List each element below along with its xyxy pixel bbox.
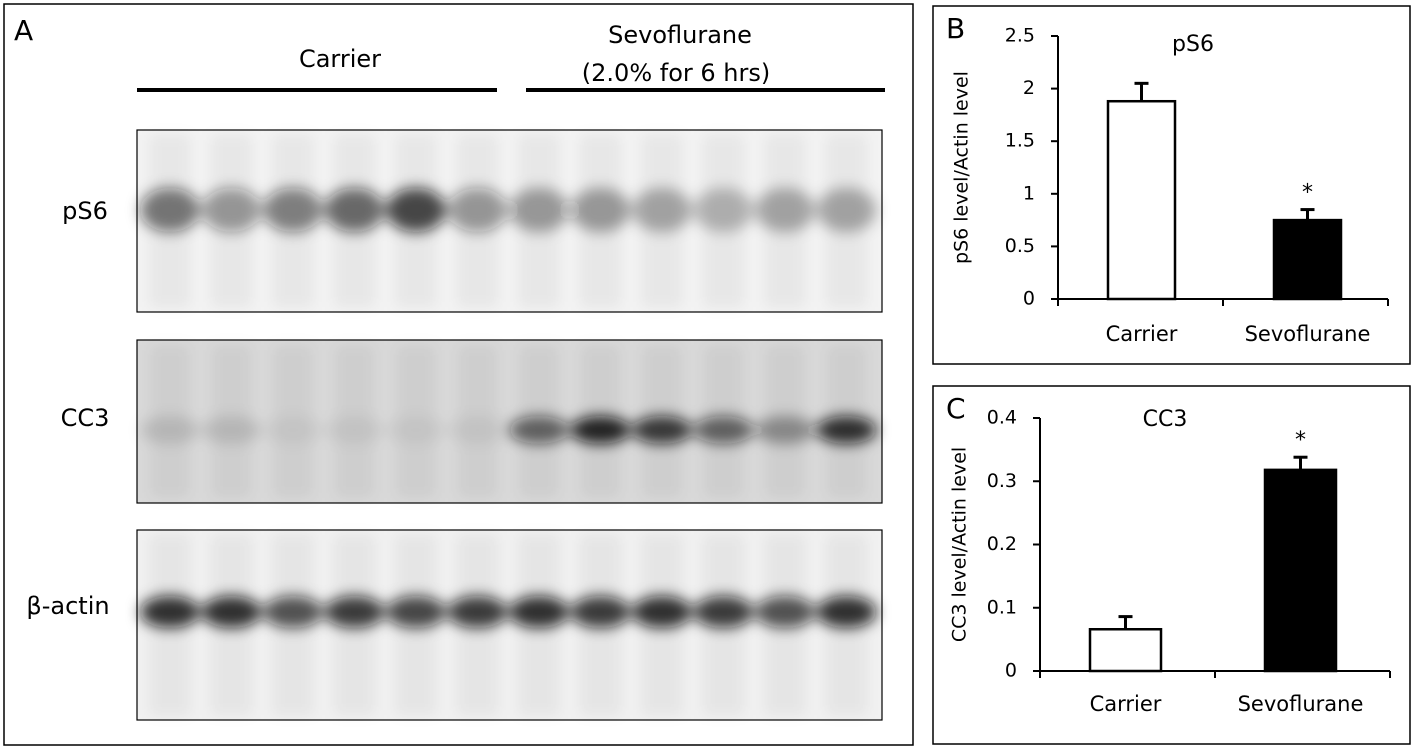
- band: [816, 416, 877, 444]
- y-axis-label: pS6 level/Actin level: [951, 71, 973, 264]
- blot: [136, 129, 883, 313]
- band: [447, 416, 508, 444]
- band: [140, 188, 200, 232]
- band: [447, 596, 508, 628]
- band: [140, 416, 200, 444]
- y-tick-label: 0.3: [987, 470, 1017, 492]
- band: [816, 596, 877, 628]
- band: [263, 596, 323, 628]
- x-tick-label: Carrier: [1090, 692, 1162, 716]
- bar: [1106, 99, 1177, 301]
- band: [509, 188, 569, 232]
- band: [632, 416, 692, 444]
- band: [263, 416, 323, 444]
- y-tick-label: 0: [1023, 288, 1035, 310]
- band: [324, 416, 385, 444]
- blot-background: [137, 530, 882, 720]
- blot-background: [137, 130, 882, 312]
- blot-background: [137, 340, 882, 503]
- blot: [136, 529, 883, 721]
- row-label: CC3: [61, 404, 110, 432]
- y-tick-label: 0.4: [987, 407, 1017, 429]
- y-tick-label: 0.2: [987, 533, 1017, 555]
- group-label: Carrier: [299, 45, 381, 73]
- y-tick-label: 1: [1023, 182, 1035, 204]
- band: [509, 416, 569, 444]
- panel-a-frame: [3, 3, 914, 746]
- band: [693, 596, 754, 628]
- x-tick-label: Carrier: [1106, 322, 1178, 346]
- y-tick-label: 2.5: [1005, 25, 1035, 47]
- band: [755, 596, 815, 628]
- y-tick-label: 2: [1023, 77, 1035, 99]
- band: [693, 416, 754, 444]
- blot-frame: [136, 339, 883, 504]
- blot-bands: [140, 535, 877, 715]
- group-label: Sevoflurane: [608, 21, 752, 49]
- blot: [136, 339, 883, 504]
- band: [755, 416, 815, 444]
- x-tick-label: Sevoflurane: [1245, 322, 1371, 346]
- chart-title: CC3: [1143, 407, 1188, 432]
- panel-label: C: [946, 392, 966, 425]
- panel-label: B: [946, 12, 965, 45]
- band: [816, 188, 877, 232]
- bar: [1272, 218, 1343, 301]
- y-tick-label: 0: [1005, 660, 1017, 682]
- band: [324, 188, 385, 232]
- band: [263, 188, 323, 232]
- band: [632, 596, 692, 628]
- band: [570, 416, 631, 444]
- y-tick-label: 0.5: [1005, 235, 1035, 257]
- panel-c-frame: [932, 385, 1411, 745]
- blot-bands: [140, 345, 877, 498]
- row-label: β-actin: [26, 592, 109, 620]
- y-tick-label: 0.1: [987, 596, 1017, 618]
- significance-mark: *: [1295, 428, 1306, 453]
- band: [570, 188, 631, 232]
- band: [201, 188, 262, 232]
- band: [201, 416, 262, 444]
- band: [632, 188, 692, 232]
- band: [447, 188, 508, 232]
- row-label: pS6: [62, 197, 108, 225]
- significance-mark: *: [1302, 181, 1313, 206]
- group-condition: (2.0% for 6 hrs): [582, 59, 770, 87]
- band: [509, 596, 569, 628]
- band: [386, 416, 446, 444]
- bar: [1088, 628, 1163, 673]
- y-axis-label: CC3 level/Actin level: [949, 447, 971, 642]
- panel-label: A: [14, 14, 33, 47]
- band: [386, 596, 446, 628]
- bar: [1263, 468, 1338, 673]
- blot-bands: [140, 135, 877, 307]
- y-tick-label: 1.5: [1005, 130, 1035, 152]
- chart-title: pS6: [1172, 32, 1214, 57]
- blot-frame: [136, 529, 883, 721]
- band: [201, 596, 262, 628]
- x-tick-label: Sevoflurane: [1238, 692, 1364, 716]
- band: [140, 596, 200, 628]
- blot-frame: [136, 129, 883, 313]
- band: [693, 188, 754, 232]
- band: [570, 596, 631, 628]
- band: [755, 188, 815, 232]
- band: [324, 596, 385, 628]
- band: [386, 188, 446, 232]
- panel-b-frame: [932, 5, 1411, 365]
